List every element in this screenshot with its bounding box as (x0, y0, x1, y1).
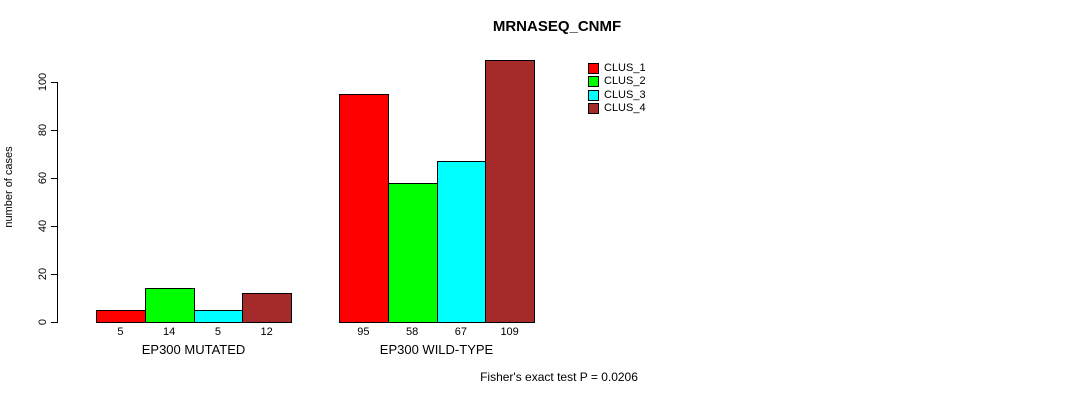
bar-value-label: 58 (406, 326, 419, 338)
bar-CLUS_2 (144, 288, 195, 323)
y-axis-tick (51, 274, 57, 275)
legend-label: CLUS_3 (604, 88, 646, 101)
footer-annotation: Fisher's exact test P = 0.0206 (480, 370, 638, 384)
legend: CLUS_1 CLUS_2 CLUS_3 CLUS_4 (588, 62, 646, 115)
y-axis-title: number of cases (3, 146, 15, 228)
bar-value-label: 5 (214, 326, 221, 338)
legend-swatch-CLUS_1 (588, 63, 599, 75)
y-axis-tick-label: 60 (37, 171, 49, 185)
y-axis-tick (51, 322, 57, 323)
bar-value-label: 14 (163, 326, 176, 338)
y-axis-tick-label: 0 (37, 318, 49, 326)
bar-CLUS_3 (436, 161, 487, 323)
legend-row: CLUS_4 (588, 102, 646, 115)
bar-CLUS_1 (96, 310, 146, 323)
y-axis-tick-label: 40 (37, 219, 49, 233)
legend-row: CLUS_3 (588, 89, 646, 102)
bar-CLUS_4 (242, 293, 292, 323)
legend-row: CLUS_1 (588, 62, 646, 75)
bar-value-label: 12 (260, 326, 273, 338)
bar-value-label: 5 (117, 326, 124, 338)
legend-swatch-CLUS_2 (588, 76, 599, 88)
bar-CLUS_3 (193, 310, 244, 323)
y-axis-tick (51, 226, 57, 227)
category-label: EP300 WILD-TYPE (379, 342, 494, 357)
bar-CLUS_2 (387, 182, 438, 323)
y-axis-tick (51, 130, 57, 131)
legend-label: CLUS_2 (604, 75, 646, 88)
chart-title: MRNASEQ_CNMF (492, 18, 622, 35)
bar-CLUS_4 (485, 60, 535, 323)
y-axis-tick (51, 82, 57, 83)
bar-value-label: 67 (454, 326, 467, 338)
y-axis-tick (51, 178, 57, 179)
bar-CLUS_1 (339, 94, 389, 323)
legend-label: CLUS_4 (604, 101, 646, 114)
legend-label: CLUS_1 (604, 62, 646, 74)
bar-value-label: 109 (500, 326, 519, 338)
y-axis-tick-label: 100 (37, 72, 49, 92)
y-axis-tick-label: 20 (37, 267, 49, 281)
y-axis-line (57, 82, 58, 323)
y-axis-tick-label: 80 (37, 123, 49, 137)
bar-value-label: 95 (357, 326, 370, 338)
legend-swatch-CLUS_3 (588, 89, 599, 101)
legend-swatch-CLUS_4 (588, 103, 599, 115)
legend-row: CLUS_2 (588, 75, 646, 88)
category-label: EP300 MUTATED (141, 342, 246, 357)
